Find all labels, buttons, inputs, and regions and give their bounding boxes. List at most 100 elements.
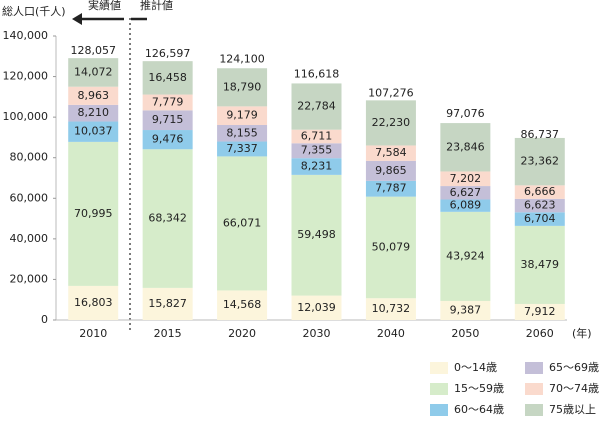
data-label: 50,079 (372, 240, 411, 253)
bar-segment (217, 68, 268, 107)
data-label: 8,231 (301, 160, 333, 173)
bar-segment (217, 124, 268, 142)
data-label: 15,827 (148, 297, 187, 310)
data-label: 59,498 (297, 228, 336, 241)
data-label: 6,704 (524, 212, 556, 225)
y-tick-label: 80,000 (10, 151, 49, 164)
data-label: 7,912 (524, 305, 556, 318)
x-tick-label: 2040 (377, 327, 405, 340)
bar-segment (365, 100, 416, 146)
data-label: 10,732 (372, 302, 411, 315)
bar-segment (291, 158, 342, 175)
data-label: 8,963 (77, 89, 109, 102)
data-label: 38,479 (521, 258, 560, 271)
data-label: 10,037 (74, 125, 113, 138)
data-label: 9,387 (450, 303, 482, 316)
total-label: 86,737 (521, 128, 560, 141)
legend-swatch (525, 362, 543, 374)
bar-segment (217, 141, 268, 157)
total-label: 128,057 (70, 44, 116, 57)
bar-segment (291, 295, 342, 320)
bar-segment (142, 110, 193, 131)
legend-swatch (430, 383, 448, 395)
bar-segment (142, 287, 193, 320)
bar-segment (440, 186, 491, 200)
bar-segment (217, 156, 268, 291)
legend-swatch (525, 404, 543, 416)
x-tick-label: 2010 (79, 327, 107, 340)
legend-swatch (430, 404, 448, 416)
legend-swatch (525, 383, 543, 395)
arrow-head (72, 13, 82, 25)
bar-segment (142, 94, 193, 111)
bar-segment (514, 137, 565, 186)
data-label: 7,337 (226, 142, 258, 155)
y-tick-label: 100,000 (3, 110, 49, 123)
bar-segment (365, 298, 416, 320)
x-tick-label: 2020 (228, 327, 256, 340)
bar-segment (217, 290, 268, 320)
bar-segment (68, 58, 119, 87)
y-tick-label: 120,000 (3, 70, 49, 83)
bar-segment (440, 123, 491, 172)
data-label: 9,179 (226, 109, 258, 122)
bar-segment (142, 61, 193, 95)
legend-label: 70〜74歳 (549, 382, 599, 395)
data-label: 16,458 (148, 71, 187, 84)
data-label: 7,355 (301, 144, 333, 157)
bar-segment (514, 212, 565, 226)
total-label: 116,618 (294, 67, 340, 80)
bar-segment (291, 174, 342, 296)
bar-segment (514, 225, 565, 304)
y-tick-label: 140,000 (3, 29, 49, 42)
bar-segment (365, 196, 416, 299)
y-axis-label: 総人口(千人) (2, 4, 66, 18)
data-label: 14,568 (223, 298, 262, 311)
data-label: 9,865 (375, 164, 407, 177)
bar-segment (291, 129, 342, 144)
bar-segment (440, 199, 491, 212)
bar-segment (68, 121, 119, 142)
legend-label: 65〜69歳 (549, 361, 599, 374)
annotation: 実績値 (88, 0, 121, 12)
total-label: 124,100 (219, 52, 265, 65)
bar-segment (440, 171, 491, 187)
legend-label: 60〜64歳 (454, 403, 504, 416)
data-label: 23,846 (446, 140, 485, 153)
bar-segment (440, 300, 491, 320)
data-label: 7,584 (375, 146, 407, 159)
data-label: 14,072 (74, 65, 113, 78)
bar-segment (142, 130, 193, 150)
data-label: 43,924 (446, 249, 485, 262)
y-tick-label: 40,000 (10, 232, 49, 245)
data-label: 66,071 (223, 216, 262, 229)
data-label: 7,787 (375, 182, 407, 195)
data-label: 6,089 (450, 199, 482, 212)
x-tick-label: 2015 (154, 327, 182, 340)
total-label: 126,597 (145, 47, 191, 60)
legend-label: 75歳以上 (549, 403, 596, 416)
data-label: 6,627 (450, 186, 482, 199)
data-label: 9,476 (152, 133, 184, 146)
bar-segment (514, 303, 565, 320)
bar-segment (365, 160, 416, 181)
data-label: 9,715 (152, 113, 184, 126)
data-label: 8,210 (77, 106, 109, 119)
bar-segment (217, 106, 268, 125)
data-label: 7,779 (152, 95, 184, 108)
data-label: 6,666 (524, 185, 556, 198)
bar-segment (365, 145, 416, 161)
bar-segment (291, 83, 342, 130)
x-tick-label: 2050 (451, 327, 479, 340)
bar-segment (68, 141, 119, 286)
data-label: 7,202 (450, 172, 482, 185)
x-tick-label: 2030 (303, 327, 331, 340)
bar-segment (68, 104, 119, 122)
bar-segment (291, 143, 342, 159)
bar-segment (514, 185, 565, 199)
data-label: 70,995 (74, 207, 113, 220)
annotation: 推計値 (140, 0, 173, 12)
y-tick-label: 60,000 (10, 191, 49, 204)
legend-label: 15〜59歳 (454, 382, 504, 395)
